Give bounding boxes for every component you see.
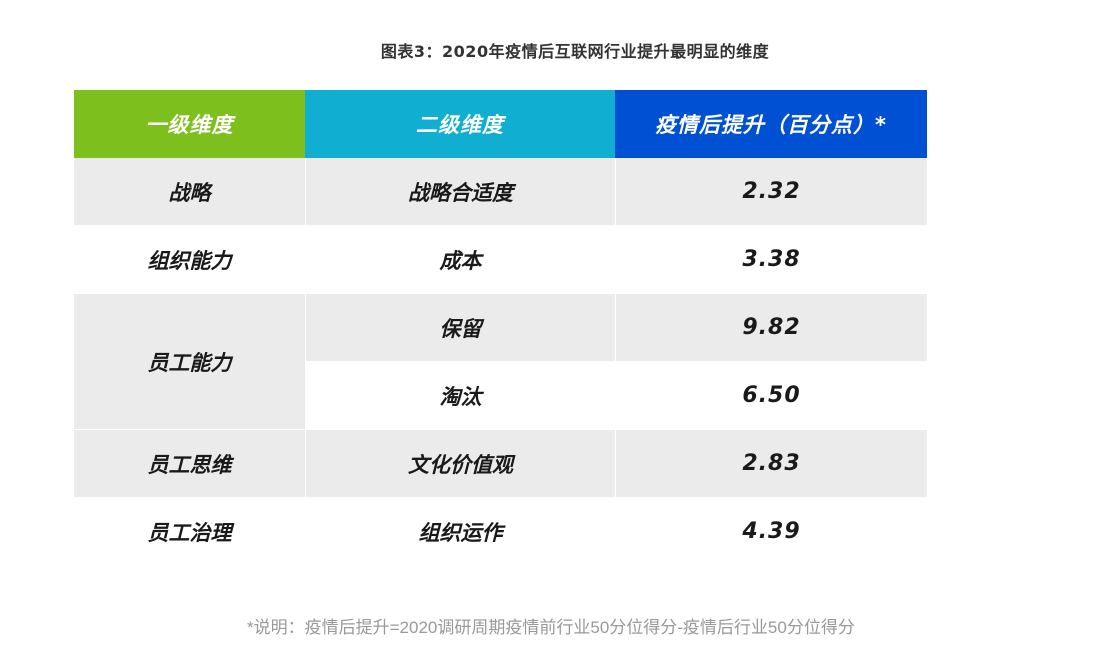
table-row: 淘汰 6.50 — [74, 362, 927, 430]
cell-secondary: 战略合适度 — [305, 158, 615, 226]
table-container: 一级维度 二级维度 疫情后提升（百分点）* 战略 战略合适度 2.32 组织能力… — [74, 90, 927, 566]
table-row: 组织能力 成本 3.38 — [74, 226, 927, 294]
table-row: 战略 战略合适度 2.32 — [74, 158, 927, 226]
cell-value: 3.38 — [615, 226, 927, 294]
table-row: 员工能力 保留 9.82 — [74, 294, 927, 430]
cell-primary: 战略 — [74, 158, 305, 226]
cell-primary: 员工思维 — [74, 430, 305, 498]
cell-value: 6.50 — [615, 362, 927, 430]
cell-value: 2.32 — [615, 158, 927, 226]
header-secondary-dimension: 二级维度 — [305, 90, 615, 158]
cell-primary-merged: 员工能力 — [74, 294, 305, 430]
cell-secondary: 淘汰 — [305, 362, 615, 430]
cell-primary: 组织能力 — [74, 226, 305, 294]
header-improvement: 疫情后提升（百分点）* — [615, 90, 927, 158]
cell-value: 4.39 — [615, 498, 927, 566]
table-row: 员工治理 组织运作 4.39 — [74, 498, 927, 566]
chart-title: 图表3：2020年疫情后互联网行业提升最明显的维度 — [380, 42, 770, 61]
cell-primary: 员工治理 — [74, 498, 305, 566]
dimension-table: 一级维度 二级维度 疫情后提升（百分点）* 战略 战略合适度 2.32 组织能力… — [74, 90, 927, 566]
cell-secondary: 组织运作 — [305, 498, 615, 566]
table-row: 员工思维 文化价值观 2.83 — [74, 430, 927, 498]
footnote: *说明：疫情后提升=2020调研周期疫情前行业50分位得分-疫情后行业50分位得… — [247, 618, 855, 637]
header-primary-dimension: 一级维度 — [74, 90, 305, 158]
cell-secondary: 文化价值观 — [305, 430, 615, 498]
cell-secondary: 保留 — [305, 294, 615, 362]
table-header-row: 一级维度 二级维度 疫情后提升（百分点）* — [74, 90, 927, 158]
cell-value: 9.82 — [615, 294, 927, 362]
cell-secondary: 成本 — [305, 226, 615, 294]
cell-value: 2.83 — [615, 430, 927, 498]
